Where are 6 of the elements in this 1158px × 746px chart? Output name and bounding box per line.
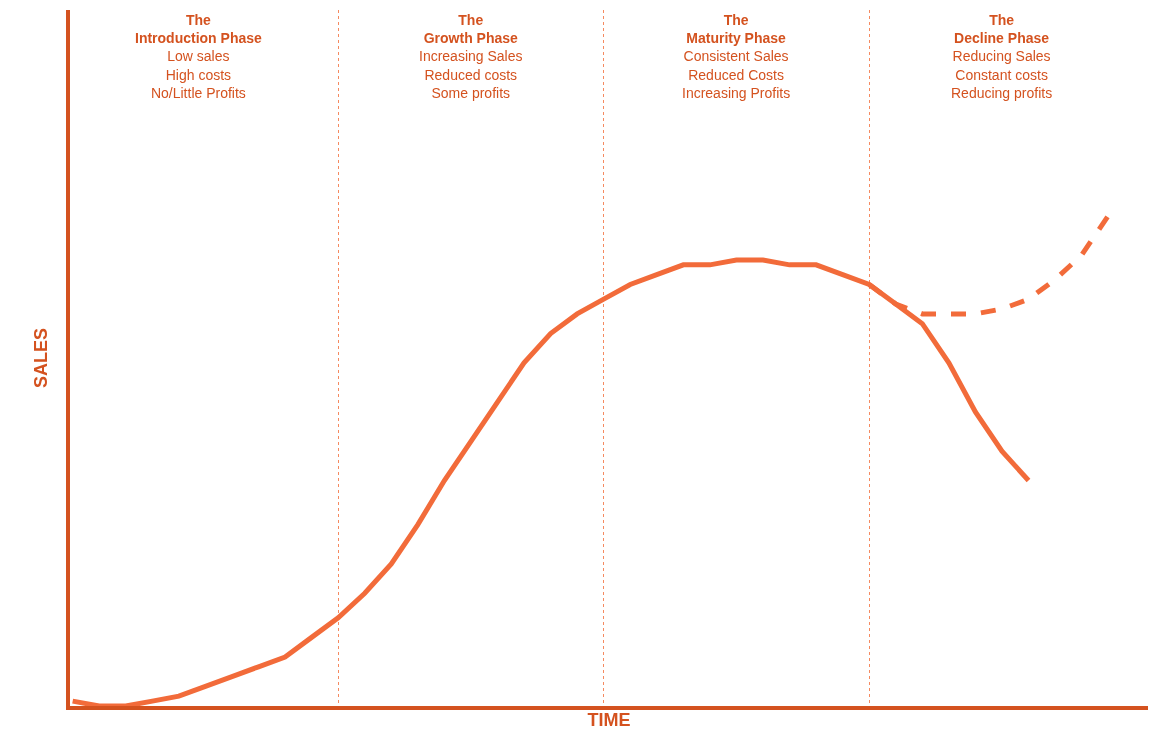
text: The Decline Phase Reducing Sales Constant costs Reducing profits (951, 12, 1053, 101)
text: The Growth Phase Increasing Sales Reduced costs Some profits (419, 12, 523, 101)
x-axis-title: TIME (587, 709, 631, 730)
y-axis-title: SALES (30, 327, 51, 389)
text: The Maturity Phase Consistent Sales Reduced Costs Increasing Profits (682, 12, 791, 101)
text: The Introduction Phase Low sales High costs No/Little Profits (135, 12, 262, 101)
